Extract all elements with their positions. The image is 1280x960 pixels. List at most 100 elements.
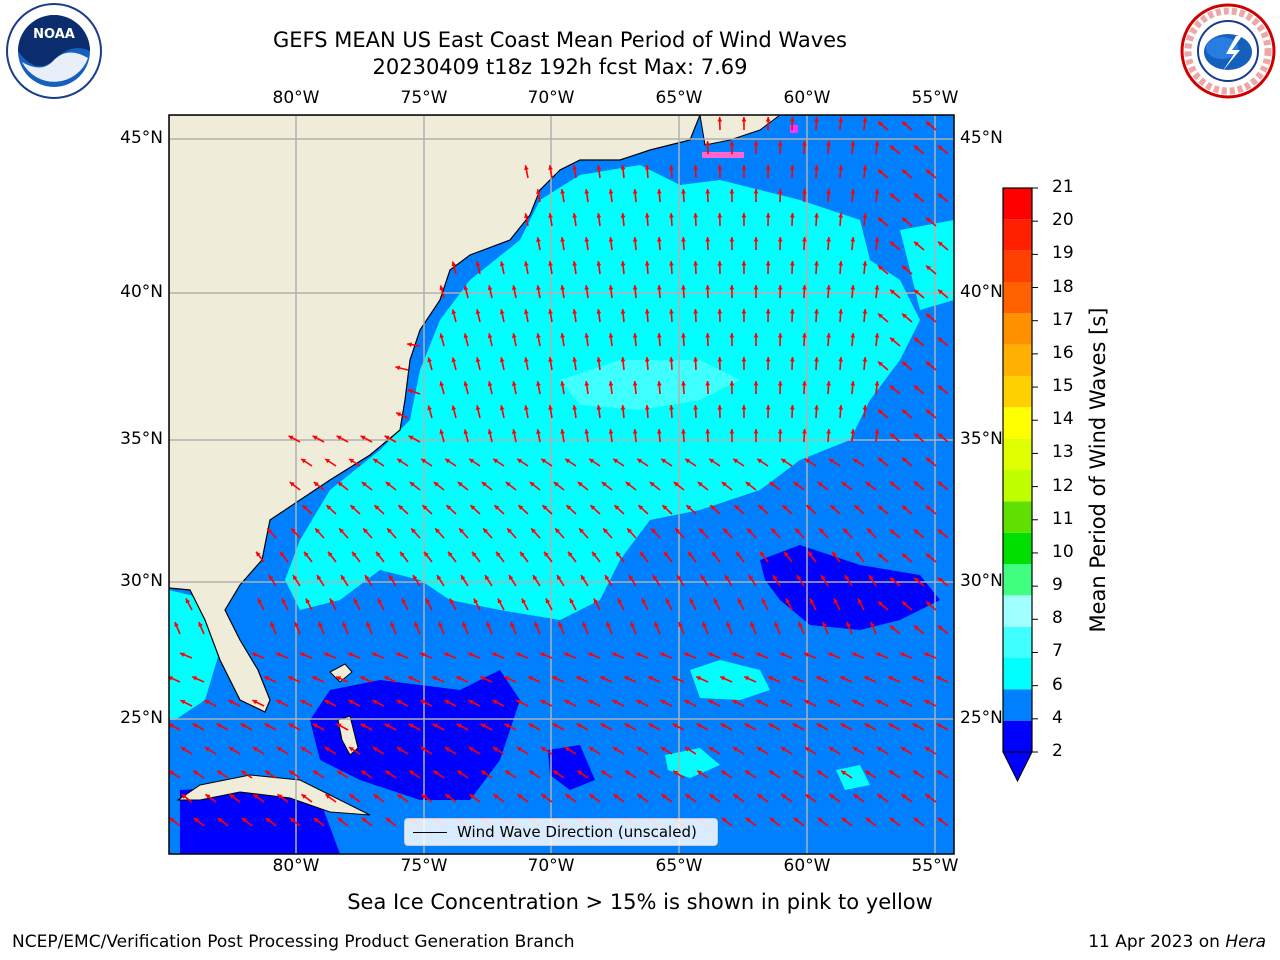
wave-direction-arrowhead [747, 528, 752, 534]
wave-direction-arrowhead [340, 575, 346, 581]
colorbar-swatch [1003, 313, 1032, 345]
wave-direction-arrowhead [709, 458, 715, 464]
wave-direction-arrowhead [729, 381, 735, 386]
wave-direction-arrowhead [511, 333, 517, 339]
wave-direction-arrowhead [850, 285, 856, 290]
wave-direction-arrowhead [806, 505, 812, 510]
wave-direction-arrowhead [326, 505, 332, 510]
wave-direction-arrowhead [300, 700, 306, 705]
wave-direction-arrowhead [507, 528, 512, 534]
wave-direction-arrowhead [518, 505, 524, 510]
wave-direction-arrowhead [604, 575, 610, 581]
wave-direction-arrowhead [493, 458, 499, 464]
wave-direction-arrowhead [544, 551, 549, 557]
wave-direction-arrowhead [439, 381, 445, 387]
wave-direction-arrowhead [681, 237, 686, 242]
wave-direction-arrowhead [421, 794, 427, 799]
wave-direction-arrowhead [523, 309, 529, 315]
wave-direction-arrowhead [469, 458, 475, 464]
colorbar-swatch [1003, 501, 1032, 533]
legend-line-sample [413, 831, 447, 833]
wave-direction-arrowhead [548, 213, 553, 218]
lon-label-bottom: 65°W [655, 856, 703, 876]
light-cyan-wave-region [560, 360, 740, 410]
wave-direction-arrowhead [460, 575, 466, 581]
wave-direction-arrowhead [625, 770, 631, 776]
wave-direction-arrowhead [457, 481, 463, 487]
wave-direction-arrowhead [654, 622, 659, 628]
wave-direction-arrowhead [828, 747, 834, 752]
wave-direction-arrowhead [753, 381, 759, 386]
footer-date: 11 Apr 2023 on Hera [1088, 932, 1266, 952]
wave-direction-arrowhead [396, 747, 402, 752]
wave-direction-arrowhead [596, 261, 602, 266]
wave-direction-arrowhead [483, 528, 488, 534]
wave-direction-arrowhead [938, 625, 943, 631]
wave-direction-arrowhead [385, 770, 391, 776]
wave-direction-arrowhead [596, 165, 602, 170]
wave-direction-arrowhead [853, 458, 859, 464]
wave-direction-arrowhead [661, 458, 667, 464]
wave-direction-arrowhead [169, 817, 175, 823]
noaa-logo-text: NOAA [33, 27, 75, 42]
wave-direction-arrowhead [432, 676, 438, 681]
wave-direction-arrowhead [625, 481, 631, 487]
wave-direction-arrowhead [868, 575, 874, 581]
lon-label-top: 80°W [272, 88, 320, 108]
wave-direction-arrowhead [798, 622, 803, 628]
wave-direction-arrowhead [505, 770, 511, 776]
wave-direction-arrowhead [697, 770, 703, 776]
wave-direction-arrowhead [560, 237, 565, 242]
wave-direction-arrowhead [841, 817, 847, 823]
wave-direction-arrowhead [289, 770, 295, 776]
wave-direction-arrowhead [914, 433, 919, 439]
wave-direction-arrowhead [486, 622, 491, 628]
wave-direction-arrowhead [814, 309, 819, 314]
wave-direction-arrowhead [685, 794, 691, 799]
wave-direction-arrowhead [427, 357, 432, 363]
wave-direction-arrowhead [589, 794, 595, 799]
wave-direction-arrowhead [720, 676, 726, 681]
wave-direction-arrowhead [926, 505, 931, 511]
wave-direction-arrowhead [717, 261, 723, 266]
land-andros [337, 715, 359, 756]
wave-direction-arrowhead [899, 652, 905, 658]
wave-direction-arrowhead [938, 193, 943, 199]
wave-direction-arrowhead [536, 429, 541, 434]
wave-direction-arrowhead [400, 551, 405, 557]
wave-direction-arrowhead [669, 165, 674, 170]
wave-direction-arrowhead [572, 309, 578, 314]
wave-direction-arrowhead [914, 577, 919, 583]
wave-direction-arrowhead [924, 747, 930, 752]
wave-direction-arrowhead [729, 237, 735, 242]
wave-direction-arrowhead [878, 553, 883, 559]
wave-direction-arrowhead [888, 676, 894, 681]
wave-direction-arrowhead [890, 241, 895, 247]
wave-direction-arrowhead [717, 405, 723, 410]
wave-direction-arrowhead [802, 141, 807, 146]
wave-direction-arrowhead [914, 289, 919, 295]
wave-direction-arrowhead [914, 337, 919, 343]
wave-direction-arrowhead [608, 189, 614, 194]
wave-direction-arrowhead [681, 333, 686, 338]
wave-direction-arrowhead [832, 551, 837, 557]
wave-direction-arrowhead [529, 481, 535, 487]
wave-direction-arrowhead [900, 700, 906, 705]
wave-direction-arrowhead [890, 433, 895, 439]
wave-direction-arrowhead [890, 337, 895, 343]
wave-direction-arrowhead [850, 381, 856, 386]
lat-label-left: 25°N [120, 708, 163, 728]
wave-direction-arrowhead [366, 622, 371, 628]
wave-direction-arrowhead [937, 770, 943, 776]
wave-direction-arrowhead [396, 700, 402, 705]
wave-direction-arrowhead [638, 505, 644, 510]
legend-label: Wind Wave Direction (unscaled) [457, 823, 697, 841]
wave-direction-arrowhead [753, 237, 759, 242]
colorbar-swatch [1003, 626, 1032, 658]
wave-direction-arrowhead [802, 285, 807, 290]
wave-direction-arrowhead [840, 676, 846, 681]
wave-direction-arrowhead [545, 598, 551, 604]
wave-direction-arrowhead [560, 381, 565, 386]
wave-direction-arrowhead [672, 723, 678, 728]
wave-direction-arrowhead [938, 433, 943, 439]
